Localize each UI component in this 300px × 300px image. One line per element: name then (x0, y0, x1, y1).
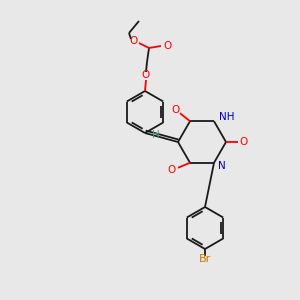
Text: O: O (168, 165, 176, 175)
Text: NH: NH (219, 112, 235, 122)
Text: N: N (218, 161, 226, 171)
Text: O: O (130, 36, 138, 46)
Text: O: O (163, 41, 171, 51)
Text: Br: Br (199, 254, 211, 264)
Text: H: H (152, 130, 159, 140)
Text: O: O (142, 70, 150, 80)
Text: O: O (171, 105, 179, 115)
Text: O: O (240, 137, 248, 147)
